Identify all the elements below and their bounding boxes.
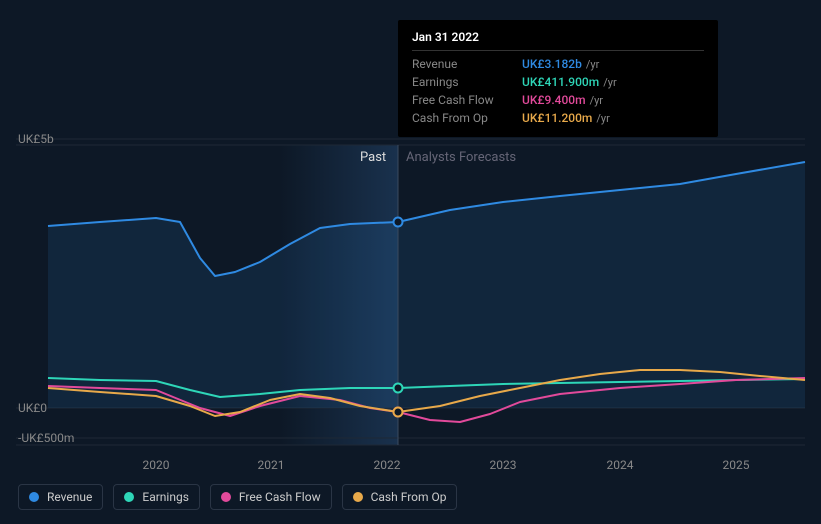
financial-chart: UK£5b UK£0 -UK£500m 2020 2021 2022 2023 2024 20…: [0, 0, 821, 524]
tooltip-unit: /yr: [603, 76, 616, 89]
legend-dot: [353, 492, 363, 502]
y-tick-label: UK£0: [18, 401, 47, 415]
tooltip-label: Free Cash Flow: [412, 93, 522, 107]
legend-label: Revenue: [47, 490, 92, 504]
tooltip-unit: /yr: [586, 58, 599, 71]
legend-label: Earnings: [142, 490, 189, 504]
legend-label: Free Cash Flow: [239, 490, 321, 504]
tooltip-label: Revenue: [412, 57, 522, 71]
section-label-forecast: Analysts Forecasts: [406, 150, 516, 165]
legend-dot: [29, 492, 39, 502]
tooltip-value: UK£9.400m: [522, 93, 586, 107]
tooltip-row: RevenueUK£3.182b/yr: [412, 55, 704, 73]
tooltip-label: Cash From Op: [412, 111, 522, 125]
tooltip-value: UK£3.182b: [522, 57, 582, 71]
legend: Revenue Earnings Free Cash Flow Cash From O…: [18, 484, 457, 510]
chart-tooltip: Jan 31 2022 RevenueUK£3.182b/yrEarningsU…: [398, 20, 718, 137]
legend-dot: [124, 492, 134, 502]
tooltip-date: Jan 31 2022: [412, 30, 704, 51]
tooltip-value: UK£11.200m: [522, 111, 592, 125]
section-label-past: Past: [360, 150, 386, 165]
legend-label: Cash From Op: [371, 490, 447, 504]
legend-dot: [221, 492, 231, 502]
tooltip-unit: /yr: [590, 94, 603, 107]
x-tick-label: 2020: [143, 458, 170, 472]
tooltip-label: Earnings: [412, 75, 522, 89]
tooltip-row: Cash From OpUK£11.200m/yr: [412, 109, 704, 127]
tooltip-value: UK£411.900m: [522, 75, 599, 89]
legend-item-fcf[interactable]: Free Cash Flow: [210, 484, 332, 510]
y-tick-label: -UK£500m: [18, 431, 74, 445]
x-tick-label: 2024: [607, 458, 634, 472]
tooltip-row: Free Cash FlowUK£9.400m/yr: [412, 91, 704, 109]
legend-item-earnings[interactable]: Earnings: [113, 484, 200, 510]
tooltip-unit: /yr: [596, 112, 609, 125]
x-tick-label: 2022: [374, 458, 401, 472]
legend-item-cfo[interactable]: Cash From Op: [342, 484, 458, 510]
x-tick-label: 2021: [258, 458, 285, 472]
x-tick-label: 2025: [723, 458, 750, 472]
y-tick-label: UK£5b: [18, 132, 54, 146]
tooltip-row: EarningsUK£411.900m/yr: [412, 73, 704, 91]
x-tick-label: 2023: [490, 458, 517, 472]
legend-item-revenue[interactable]: Revenue: [18, 484, 103, 510]
